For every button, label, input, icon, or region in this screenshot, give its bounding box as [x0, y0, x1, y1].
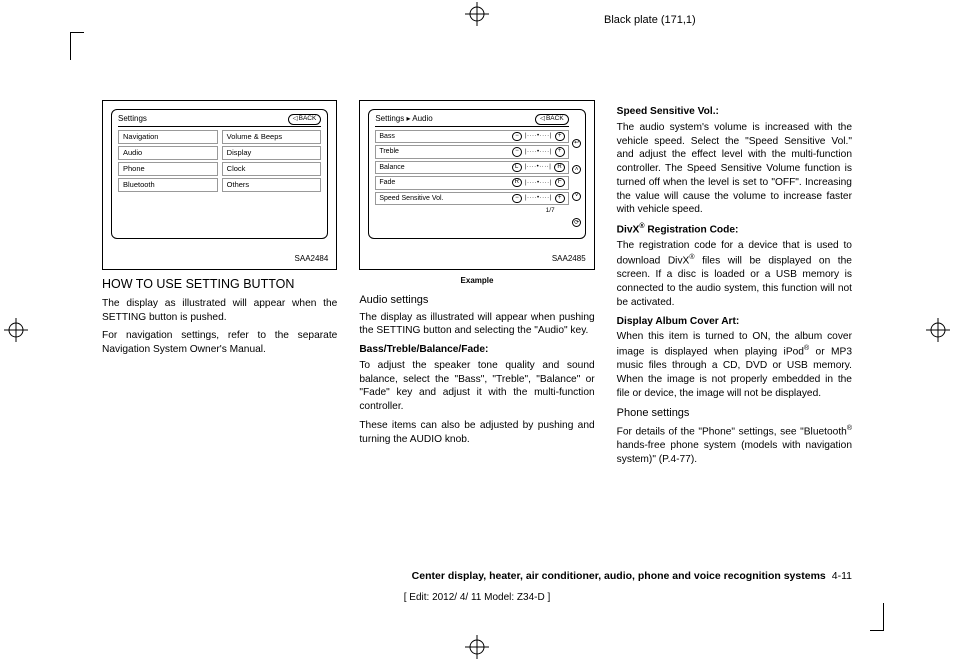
plate-label: Black plate (171,1) — [604, 14, 696, 26]
menu-item: Volume & Beeps — [222, 130, 322, 144]
audio-setting-row: FadeR|····•····|F — [375, 176, 568, 189]
audio-setting-row: Bass−|····•····|+ — [375, 130, 568, 143]
column-2: Settings ▸ Audio ◁BACK Bass−|····•····|+… — [359, 100, 594, 520]
audio-setting-row: Treble−|····•····|+ — [375, 145, 568, 158]
loop-icon: ⟳ — [572, 218, 581, 227]
body-text: The audio system's volume is increased w… — [617, 121, 852, 217]
image-code: SAA2484 — [295, 254, 329, 265]
corner-mark-br — [870, 603, 884, 631]
scroll-controls: ↩ ˄ ˅ ⟳ — [571, 130, 583, 236]
example-label: Example — [359, 276, 594, 287]
audio-screen-figure: Settings ▸ Audio ◁BACK Bass−|····•····|+… — [359, 100, 594, 270]
back-button: ◁BACK — [535, 114, 569, 125]
footer-section: Center display, heater, air conditioner,… — [102, 570, 852, 582]
crop-mark-top — [465, 2, 489, 26]
body-text: These items can also be adjusted by push… — [359, 419, 594, 447]
screen-title: Settings ▸ Audio — [375, 114, 432, 125]
column-3: Speed Sensitive Vol.: The audio system's… — [617, 100, 852, 520]
subheading-btbf: Bass/Treble/Balance/Fade: — [359, 343, 594, 357]
page-indicator: 1/7 — [375, 207, 568, 216]
audio-setting-row: Speed Sensitive Vol.−|····•····|+ — [375, 192, 568, 205]
body-text: To adjust the speaker tone quality and s… — [359, 359, 594, 414]
menu-item: Audio — [118, 146, 218, 160]
crop-mark-left — [4, 318, 28, 342]
screen-title: Settings — [118, 114, 147, 125]
edit-info: [ Edit: 2012/ 4/ 11 Model: Z34-D ] — [0, 592, 954, 603]
settings-screen-figure: Settings ◁BACK Navigation Audio Phone Bl… — [102, 100, 337, 270]
subheading-divx: DivX® Registration Code: — [617, 222, 852, 237]
crop-mark-bottom — [465, 635, 489, 659]
body-text: The display as illustrated will appear w… — [102, 297, 337, 325]
audio-setting-row: BalanceL|····•····|R — [375, 161, 568, 174]
menu-item: Phone — [118, 162, 218, 176]
subheading-album-art: Display Album Cover Art: — [617, 315, 852, 329]
corner-mark-tl — [70, 32, 84, 60]
crop-mark-right — [926, 318, 950, 342]
image-code: SAA2485 — [552, 254, 586, 265]
body-text: The registration code for a device that … — [617, 239, 852, 309]
body-text: The display as illustrated will appear w… — [359, 311, 594, 339]
menu-item: Display — [222, 146, 322, 160]
column-1: Settings ◁BACK Navigation Audio Phone Bl… — [102, 100, 337, 520]
menu-item: Bluetooth — [118, 178, 218, 192]
down-icon: ˅ — [572, 192, 581, 201]
body-text: For details of the "Phone" settings, see… — [617, 424, 852, 467]
body-text: For navigation settings, refer to the se… — [102, 329, 337, 357]
page-number: 4-11 — [832, 570, 852, 582]
body-text: When this item is turned to ON, the albu… — [617, 330, 852, 400]
up-icon: ˄ — [572, 165, 581, 174]
heading-audio-settings: Audio settings — [359, 293, 594, 308]
heading-phone-settings: Phone settings — [617, 406, 852, 421]
menu-item: Others — [222, 178, 322, 192]
back-button: ◁BACK — [288, 114, 322, 125]
menu-item: Navigation — [118, 130, 218, 144]
enter-icon: ↩ — [572, 139, 581, 148]
page-content: Settings ◁BACK Navigation Audio Phone Bl… — [102, 100, 852, 561]
heading-setting-button: HOW TO USE SETTING BUTTON — [102, 276, 337, 293]
menu-item: Clock — [222, 162, 322, 176]
subheading-ssv: Speed Sensitive Vol.: — [617, 105, 852, 119]
